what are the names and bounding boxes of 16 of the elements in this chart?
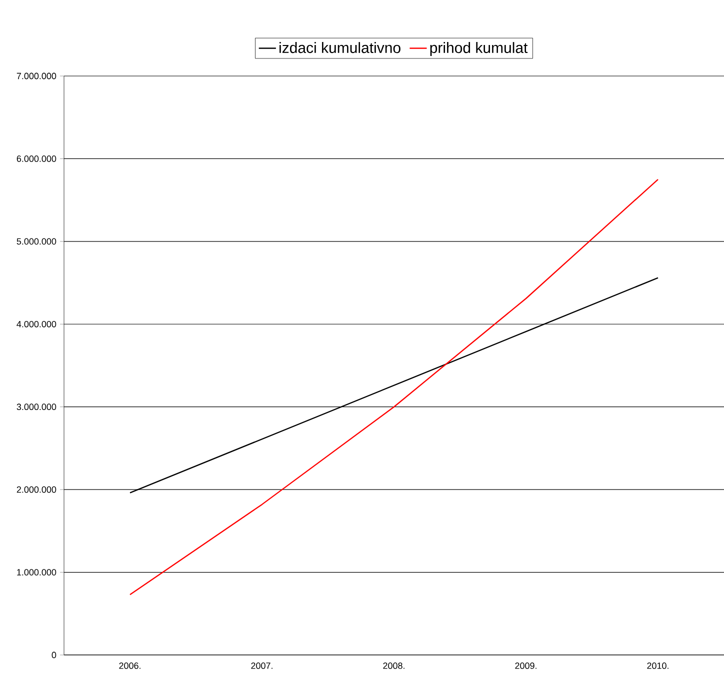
x-tick-label: 2006. bbox=[119, 662, 140, 669]
y-tick-label: 1.000.000 bbox=[17, 569, 56, 576]
y-tick-label: 5.000.000 bbox=[16, 238, 56, 245]
x-tick-label: 2010. bbox=[647, 662, 668, 669]
x-tick-label: 2007. bbox=[251, 662, 272, 669]
line-series bbox=[129, 178, 659, 596]
y-tick-label: 4.000.000 bbox=[16, 320, 56, 328]
legend-label: izdaci kumulativno bbox=[280, 42, 400, 54]
y-tick-label: 3.000.000 bbox=[16, 404, 56, 410]
x-tick-label: 2008. bbox=[383, 662, 404, 669]
x-tick-label: 2009. bbox=[515, 662, 536, 669]
y-tick-label: 0 bbox=[52, 652, 56, 658]
y-tick-label: 7.000.000 bbox=[16, 72, 56, 80]
y-tick-label: 2.000.000 bbox=[16, 486, 56, 493]
y-tick-label: 6.000.000 bbox=[16, 156, 56, 162]
legend-label: prihod kumulat bbox=[430, 42, 528, 56]
